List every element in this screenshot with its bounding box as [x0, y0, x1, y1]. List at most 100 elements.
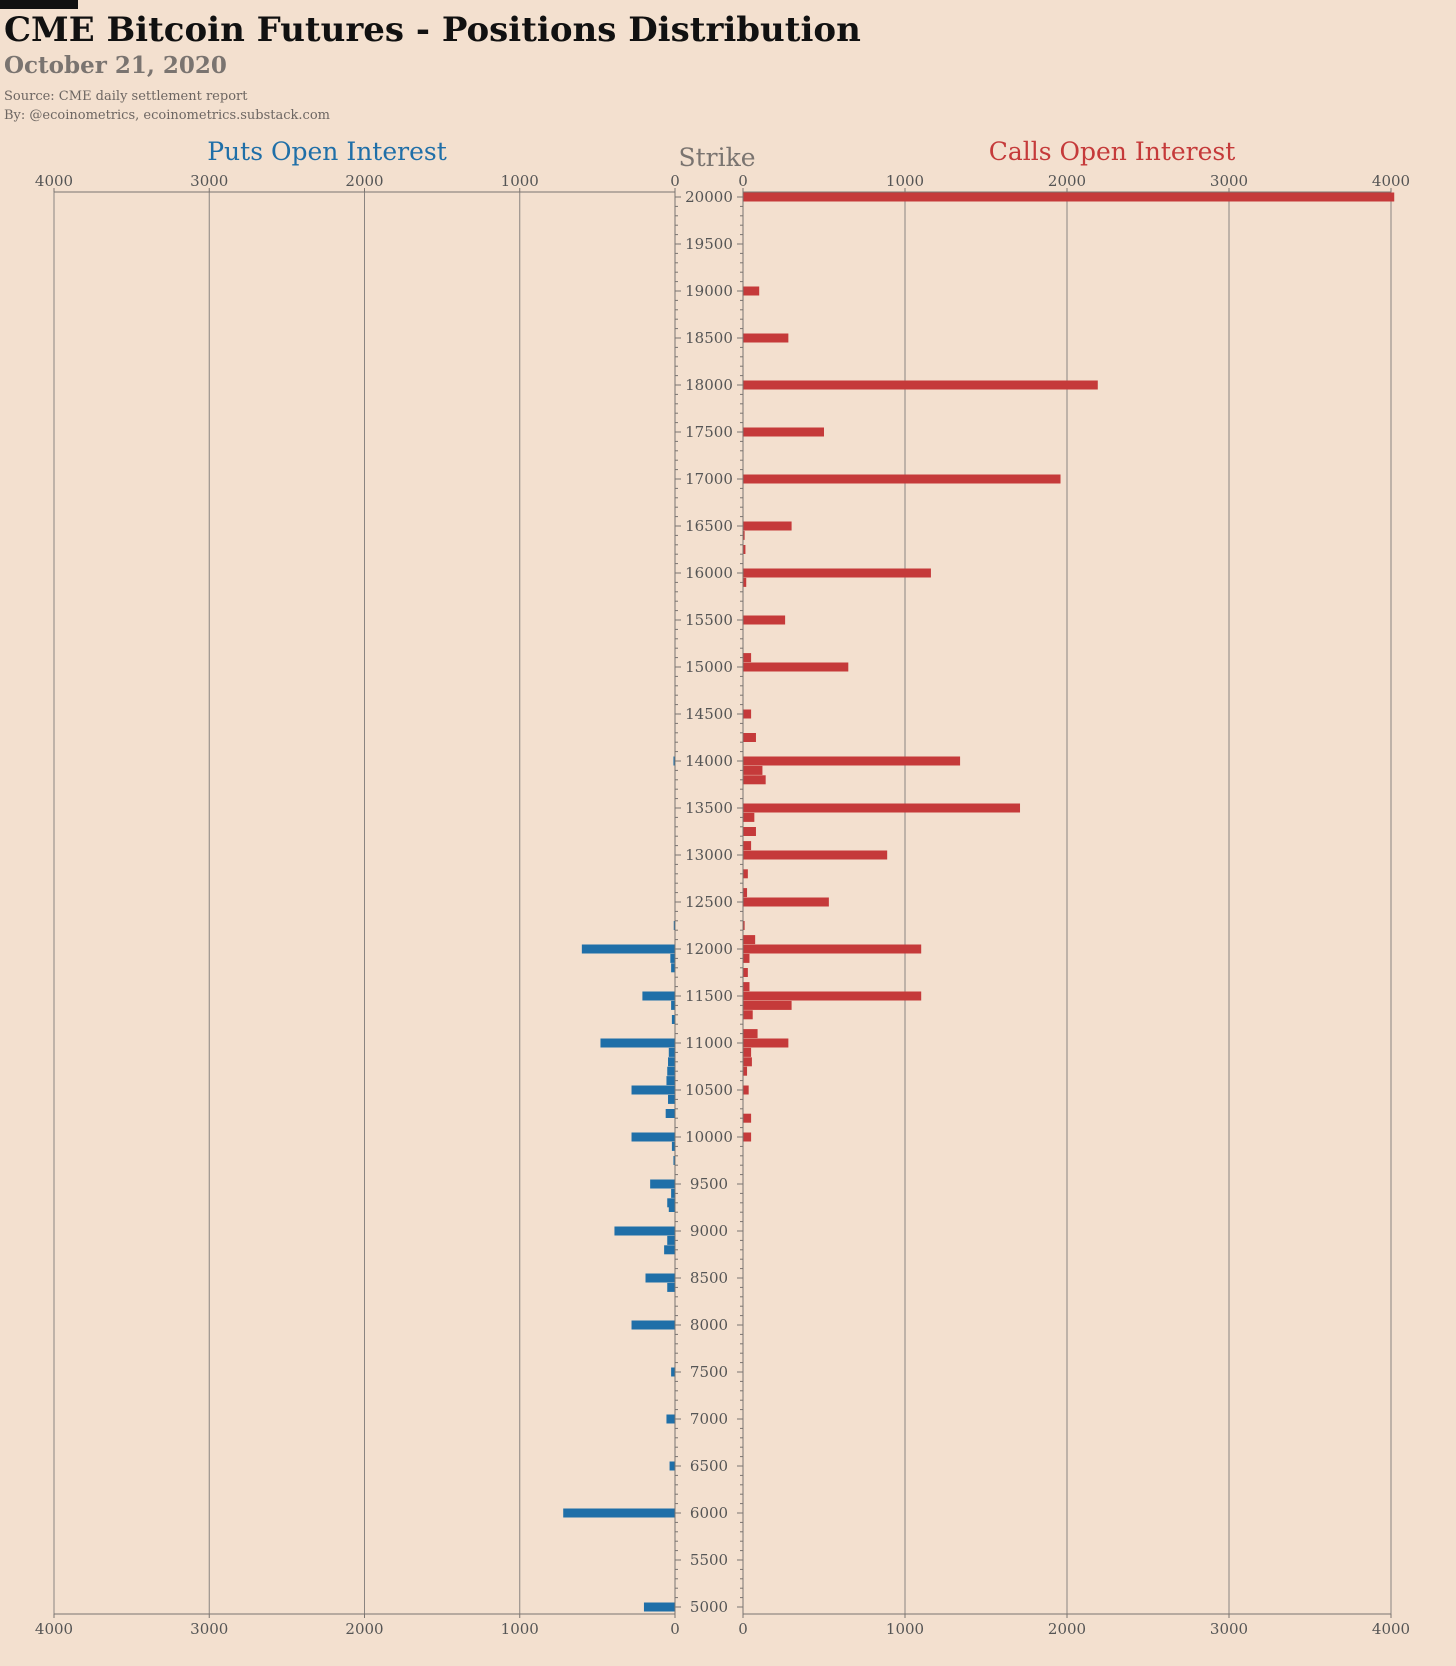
calls-bar: [743, 333, 789, 343]
calls-bar: [743, 775, 766, 785]
calls-bar: [743, 827, 756, 836]
puts-tick-label-top: 0: [670, 172, 680, 190]
puts-bar: [667, 1282, 675, 1292]
puts-tick-label-top: 4000: [35, 172, 73, 190]
puts-bar: [669, 1461, 675, 1471]
calls-tick-label-bottom: 1000: [886, 1620, 924, 1638]
strike-tick-label: 5000: [690, 1598, 728, 1616]
puts-tick-label-bottom: 3000: [190, 1620, 228, 1638]
strike-tick-label: 16000: [685, 564, 733, 582]
calls-bar: [743, 1010, 753, 1020]
strike-tick-label: 11500: [685, 987, 733, 1005]
puts-bar: [673, 1156, 675, 1165]
puts-bar: [671, 1000, 675, 1010]
calls-bar: [743, 1047, 752, 1057]
puts-bar: [668, 1047, 675, 1057]
puts-bar: [671, 963, 675, 973]
calls-tick-label-bottom: 2000: [1048, 1620, 1086, 1638]
calls-tick-label-bottom: 0: [738, 1620, 748, 1638]
strike-tick-label: 7500: [690, 1363, 728, 1381]
strike-tick-label: 18500: [685, 329, 733, 347]
calls-bar: [743, 888, 748, 898]
calls-tick-label-bottom: 3000: [1210, 1620, 1248, 1638]
calls-bar: [743, 709, 752, 719]
puts-bar: [671, 1141, 675, 1151]
puts-bar: [671, 1367, 675, 1377]
strike-tick-label: 13000: [685, 846, 733, 864]
strike-tick-label: 17500: [685, 423, 733, 441]
puts-bar: [581, 944, 675, 954]
top-accent-bar: [0, 0, 78, 9]
puts-bar: [642, 991, 675, 1001]
strike-tick-label: 17000: [685, 470, 733, 488]
strike-tick-label: 15000: [685, 658, 733, 676]
strike-tick-label: 6000: [690, 1504, 728, 1522]
calls-bar: [743, 1057, 752, 1067]
calls-bar: [743, 944, 922, 954]
calls-bar: [743, 286, 760, 296]
puts-tick-label-top: 1000: [501, 172, 539, 190]
calls-bar: [743, 662, 849, 672]
puts-bar: [631, 1320, 675, 1330]
strike-tick-label: 8500: [690, 1269, 728, 1287]
calls-bar: [743, 530, 745, 540]
page-title: CME Bitcoin Futures - Positions Distribu…: [4, 10, 861, 50]
calls-bar: [743, 968, 748, 977]
calls-tick-label-top: 1000: [886, 172, 924, 190]
calls-bar: [743, 577, 747, 587]
calls-bar: [743, 1000, 792, 1010]
puts-bar: [667, 1066, 675, 1076]
strike-tick-label: 6500: [690, 1457, 728, 1475]
puts-bar: [664, 1245, 675, 1255]
puts-bar: [671, 1015, 675, 1024]
calls-bar: [743, 545, 746, 554]
calls-bar: [743, 756, 961, 766]
puts-bar: [667, 1198, 675, 1208]
puts-bar: [673, 756, 675, 766]
calls-tick-label-top: 0: [738, 172, 748, 190]
puts-bar: [668, 1094, 675, 1104]
calls-bar: [743, 1038, 789, 1048]
puts-tick-label-top: 3000: [190, 172, 228, 190]
strike-tick-label: 14000: [685, 752, 733, 770]
strike-tick-label: 19000: [685, 282, 733, 300]
strike-tick-label: 13500: [685, 799, 733, 817]
calls-tick-label-bottom: 4000: [1372, 1620, 1410, 1638]
strike-tick-label: 9000: [690, 1222, 728, 1240]
calls-bar: [743, 921, 745, 930]
calls-bar: [743, 521, 792, 531]
calls-bar: [743, 474, 1061, 484]
strike-tick-label: 10000: [685, 1128, 733, 1146]
strike-tick-label: 12000: [685, 940, 733, 958]
calls-bar: [743, 982, 750, 992]
calls-bar: [743, 850, 888, 860]
puts-axis-title: Puts Open Interest: [207, 137, 447, 166]
calls-tick-label-top: 4000: [1372, 172, 1410, 190]
calls-bar: [743, 935, 756, 945]
strike-tick-label: 18000: [685, 376, 733, 394]
puts-tick-label-bottom: 0: [670, 1620, 680, 1638]
puts-tick-label-bottom: 2000: [345, 1620, 383, 1638]
puts-bar: [668, 1057, 675, 1067]
strike-tick-label: 7000: [690, 1410, 728, 1428]
calls-bar: [743, 812, 755, 822]
puts-tick-label-top: 2000: [345, 172, 383, 190]
strike-tick-label: 9500: [690, 1175, 728, 1193]
puts-tick-label-bottom: 1000: [501, 1620, 539, 1638]
calls-bar: [743, 380, 1098, 390]
calls-bar: [743, 1066, 748, 1076]
calls-bar: [743, 765, 763, 775]
calls-bar: [743, 869, 748, 879]
strike-tick-label: 12500: [685, 893, 733, 911]
calls-bar: [743, 1029, 758, 1039]
strike-tick-label: 19500: [685, 235, 733, 253]
puts-bar: [666, 1076, 675, 1086]
calls-bar: [743, 1132, 752, 1142]
puts-bar: [671, 1188, 675, 1198]
puts-bar: [665, 1109, 675, 1118]
puts-bar: [673, 921, 675, 930]
calls-bar: [743, 733, 756, 742]
page-subtitle: October 21, 2020: [4, 52, 227, 79]
strike-tick-label: 14500: [685, 705, 733, 723]
